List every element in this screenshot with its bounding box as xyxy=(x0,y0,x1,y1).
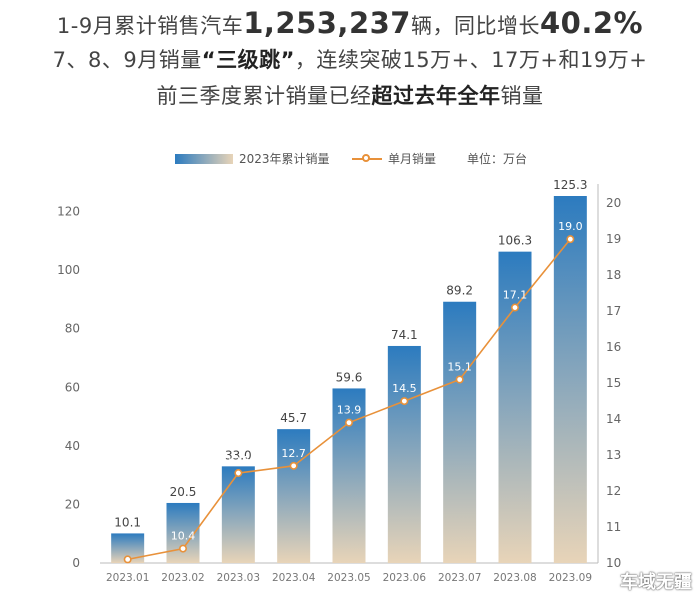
bar xyxy=(443,301,477,563)
bar-value-label: 59.6 xyxy=(336,370,363,384)
headline-line-1: 1-9月累计销售汽车1,253,237辆，同比增长40.2% xyxy=(0,6,700,40)
line-point xyxy=(123,555,132,564)
x-tick-label: 2023.07 xyxy=(438,572,481,584)
headline-1-mid: 辆，同比增长 xyxy=(410,14,540,38)
line-value-label: 19.0 xyxy=(558,220,583,233)
bar-value-label: 45.7 xyxy=(280,411,307,425)
bar xyxy=(387,345,421,563)
right-tick-label: 13 xyxy=(606,448,621,462)
line-value-label: 12.5 xyxy=(226,454,251,467)
right-tick-label: 20 xyxy=(606,196,621,210)
headline-2-suffix: ，连续突破15万+、17万+和19万+ xyxy=(294,48,648,72)
right-tick-label: 16 xyxy=(606,340,621,354)
bar-value-label: 10.1 xyxy=(114,515,141,529)
left-tick-label: 120 xyxy=(57,205,80,219)
chart-legend: 2023年累计销量 单月销量 单位：万台 xyxy=(0,150,700,168)
legend-unit: 单位：万台 xyxy=(467,150,527,167)
x-tick-label: 2023.04 xyxy=(272,572,316,584)
x-tick-label: 2023.05 xyxy=(327,572,370,584)
left-tick-label: 40 xyxy=(65,439,80,453)
x-tick-label: 2023.03 xyxy=(217,572,260,584)
headline-line-2: 7、8、9月销量“三级跳”，连续突破15万+、17万+和19万+ xyxy=(0,44,700,74)
headline-3-suffix: 销量 xyxy=(500,84,544,108)
bar xyxy=(553,196,587,563)
left-tick-label: 80 xyxy=(65,322,80,336)
bar xyxy=(277,429,311,563)
data-labels: 10.1 20.5 33.0 45.7 59.6 74.1 89.2 106.3 125.3 10… xyxy=(114,178,587,543)
line-point xyxy=(400,397,409,406)
line-point xyxy=(344,418,353,427)
legend-bar-label: 2023年累计销量 xyxy=(239,152,330,166)
right-tick-label: 18 xyxy=(606,268,621,282)
headline-3-prefix: 前三季度累计销量已经 xyxy=(156,84,372,108)
legend-line-item: 单月销量 xyxy=(352,150,436,167)
bar-value-label: 33.0 xyxy=(225,448,252,462)
bar-value-label: 20.5 xyxy=(170,485,197,499)
line-point xyxy=(234,469,243,478)
line-point xyxy=(566,235,575,244)
right-tick-label: 14 xyxy=(606,412,621,426)
legend-bar-item: 2023年累计销量 xyxy=(175,150,330,167)
headline-3-bold: 超过去年全年 xyxy=(371,84,501,108)
line-value-label: 13.9 xyxy=(337,404,362,417)
line-value-label: 10.4 xyxy=(171,530,196,543)
bar-swatch-icon xyxy=(175,153,233,164)
right-tick-label: 19 xyxy=(606,232,621,246)
left-tick-label: 20 xyxy=(65,497,80,511)
bar-series xyxy=(111,196,587,563)
headline-growth-pct: 40.2% xyxy=(539,6,644,40)
line-point xyxy=(510,303,519,312)
line-point xyxy=(179,544,188,553)
bar-value-label: 89.2 xyxy=(446,284,473,298)
x-tick-label: 2023.02 xyxy=(161,572,204,584)
x-tick-label: 2023.09 xyxy=(549,572,592,584)
right-tick-label: 10 xyxy=(606,556,621,570)
headline-1-prefix: 1-9月累计销售汽车 xyxy=(56,14,244,38)
x-tick-label: 2023.06 xyxy=(383,572,427,584)
watermark: 车域无疆 xyxy=(620,572,692,593)
left-tick-label: 60 xyxy=(65,380,80,394)
line-value-label: 17.1 xyxy=(503,289,528,302)
legend-line-label: 单月销量 xyxy=(388,152,437,166)
headline-2-quote: “三级跳” xyxy=(201,48,295,72)
headline-sales-total: 1,253,237 xyxy=(243,6,411,40)
left-tick-label: 0 xyxy=(72,556,80,570)
bar xyxy=(221,466,255,563)
line-value-label: 12.7 xyxy=(281,447,306,460)
unit-label: 单位：万台 xyxy=(467,152,528,166)
bar-value-label: 125.3 xyxy=(553,178,587,192)
right-tick-label: 12 xyxy=(606,484,621,498)
line-point xyxy=(289,461,298,470)
headline-2-prefix: 7、8、9月销量 xyxy=(52,48,202,72)
headline-line-3: 前三季度累计销量已经超过去年全年销量 xyxy=(0,80,700,110)
line-value-label: 14.5 xyxy=(392,382,417,395)
line-value-label: 15.1 xyxy=(447,361,472,374)
right-tick-label: 15 xyxy=(606,376,621,390)
right-tick-label: 17 xyxy=(606,304,621,318)
x-tick-label: 2023.01 xyxy=(106,572,149,584)
line-series xyxy=(123,235,575,564)
left-tick-label: 100 xyxy=(57,263,80,277)
x-tick-label: 2023.08 xyxy=(493,572,536,584)
line-marker-icon xyxy=(352,153,382,165)
bar-value-label: 106.3 xyxy=(498,234,532,248)
line-point xyxy=(455,375,464,384)
right-tick-label: 11 xyxy=(606,520,621,534)
bar-value-label: 74.1 xyxy=(391,328,418,342)
